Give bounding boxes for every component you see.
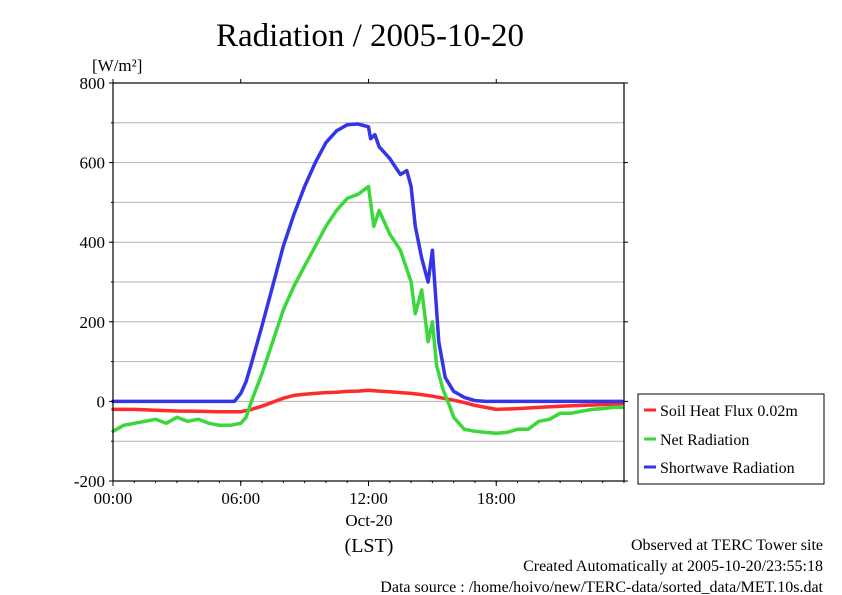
y-tick-label: -200: [74, 472, 105, 491]
y-tick-label: 200: [80, 313, 106, 332]
legend-box: [637, 393, 825, 485]
chart-title: Radiation / 2005-10-20: [216, 18, 524, 54]
x-date-label: Oct-20: [345, 511, 392, 530]
x-tick-label: 00:00: [94, 489, 133, 508]
x-tick-label: 18:00: [477, 489, 516, 508]
y-tick-label: 800: [80, 74, 106, 93]
footer-observed: Observed at TERC Tower site: [631, 537, 823, 554]
legend-label-shortwave-radiation: Shortwave Radiation: [660, 460, 795, 477]
y-axis-label: [W/m²]: [92, 56, 142, 75]
y-axis: -200 0 200 400 600 800: [74, 74, 628, 491]
x-tick-label: 06:00: [221, 489, 260, 508]
shortwave-radiation-line: [111, 122, 624, 404]
net-radiation-line: [111, 184, 624, 435]
footer-created: Created Automatically at 2005-10-20/23:5…: [523, 558, 823, 575]
legend: Soil Heat Flux 0.02m Net Radiation Short…: [637, 393, 825, 485]
x-axis-label: (LST): [345, 535, 394, 557]
y-tick-label: 400: [80, 233, 106, 252]
soil-heat-flux-line: [111, 388, 624, 414]
gridlines: [113, 122, 624, 442]
legend-label-soil-heat-flux: Soil Heat Flux 0.02m: [660, 403, 798, 420]
y-tick-label: 0: [97, 392, 106, 411]
x-tick-label: 12:00: [349, 489, 388, 508]
y-tick-label: 600: [80, 154, 106, 173]
x-axis: 00:00 06:00 12:00 18:00: [94, 79, 625, 508]
series-group: [111, 122, 624, 435]
footer-source: Data source : /home/hoivo/new/TERC-data/…: [380, 579, 823, 595]
legend-label-net-radiation: Net Radiation: [660, 432, 749, 449]
